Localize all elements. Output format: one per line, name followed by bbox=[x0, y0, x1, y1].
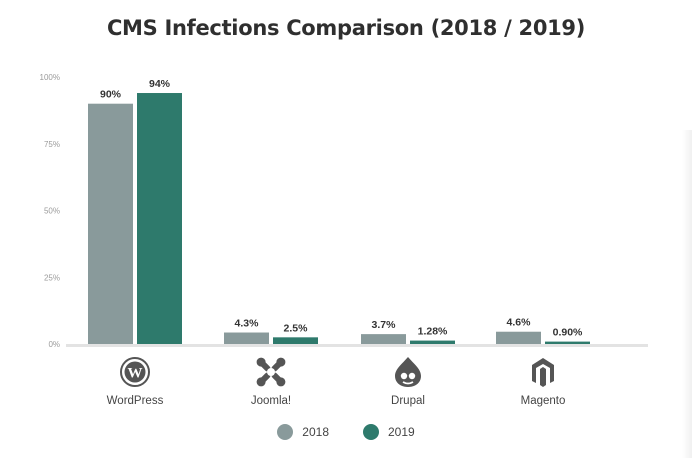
data-label: 1.28% bbox=[418, 326, 448, 338]
category-label: Drupal bbox=[391, 395, 425, 407]
legend-label-2019: 2019 bbox=[388, 425, 415, 439]
legend-item-2018[interactable]: 2018 bbox=[277, 424, 329, 440]
y-tick-label: 75% bbox=[44, 140, 60, 149]
y-tick-label: 0% bbox=[48, 340, 60, 349]
data-label: 0.90% bbox=[553, 327, 583, 339]
magento-icon bbox=[532, 358, 554, 387]
joomla-icon bbox=[256, 357, 286, 387]
bar-2018-wordpress bbox=[88, 103, 133, 344]
bar-2018-magento bbox=[496, 331, 541, 344]
category-label: Joomla! bbox=[251, 395, 291, 407]
legend: 2018 2019 bbox=[0, 424, 692, 440]
category-label: WordPress bbox=[107, 395, 164, 407]
drupal-icon bbox=[395, 357, 421, 387]
svg-text:W: W bbox=[128, 366, 143, 382]
legend-label-2018: 2018 bbox=[302, 425, 329, 439]
x-axis-line bbox=[66, 344, 648, 347]
y-tick-label: 50% bbox=[44, 207, 60, 216]
y-tick-label: 100% bbox=[40, 73, 60, 82]
bar-2019-magento bbox=[545, 341, 590, 344]
data-label: 2.5% bbox=[284, 322, 309, 334]
chart-title: CMS Infections Comparison (2018 / 2019) bbox=[106, 16, 586, 40]
data-label: 3.7% bbox=[372, 319, 397, 331]
bar-2018-joomla bbox=[224, 332, 269, 344]
category-label: Magento bbox=[521, 395, 566, 407]
bar-2019-drupal bbox=[410, 340, 455, 344]
legend-item-2019[interactable]: 2019 bbox=[363, 424, 415, 440]
data-label: 94% bbox=[149, 78, 171, 90]
data-label: 90% bbox=[100, 89, 122, 101]
y-tick-label: 25% bbox=[44, 273, 60, 282]
wordpress-icon: W bbox=[120, 357, 150, 387]
panel-edge-shadow bbox=[682, 130, 692, 458]
data-label: 4.6% bbox=[507, 317, 532, 329]
bar-2018-drupal bbox=[361, 334, 406, 344]
data-label: 4.3% bbox=[235, 318, 260, 330]
legend-swatch-2018 bbox=[277, 424, 294, 440]
legend-swatch-2019 bbox=[363, 424, 379, 440]
bar-2019-wordpress bbox=[137, 93, 182, 345]
bar-2019-joomla bbox=[273, 337, 318, 344]
